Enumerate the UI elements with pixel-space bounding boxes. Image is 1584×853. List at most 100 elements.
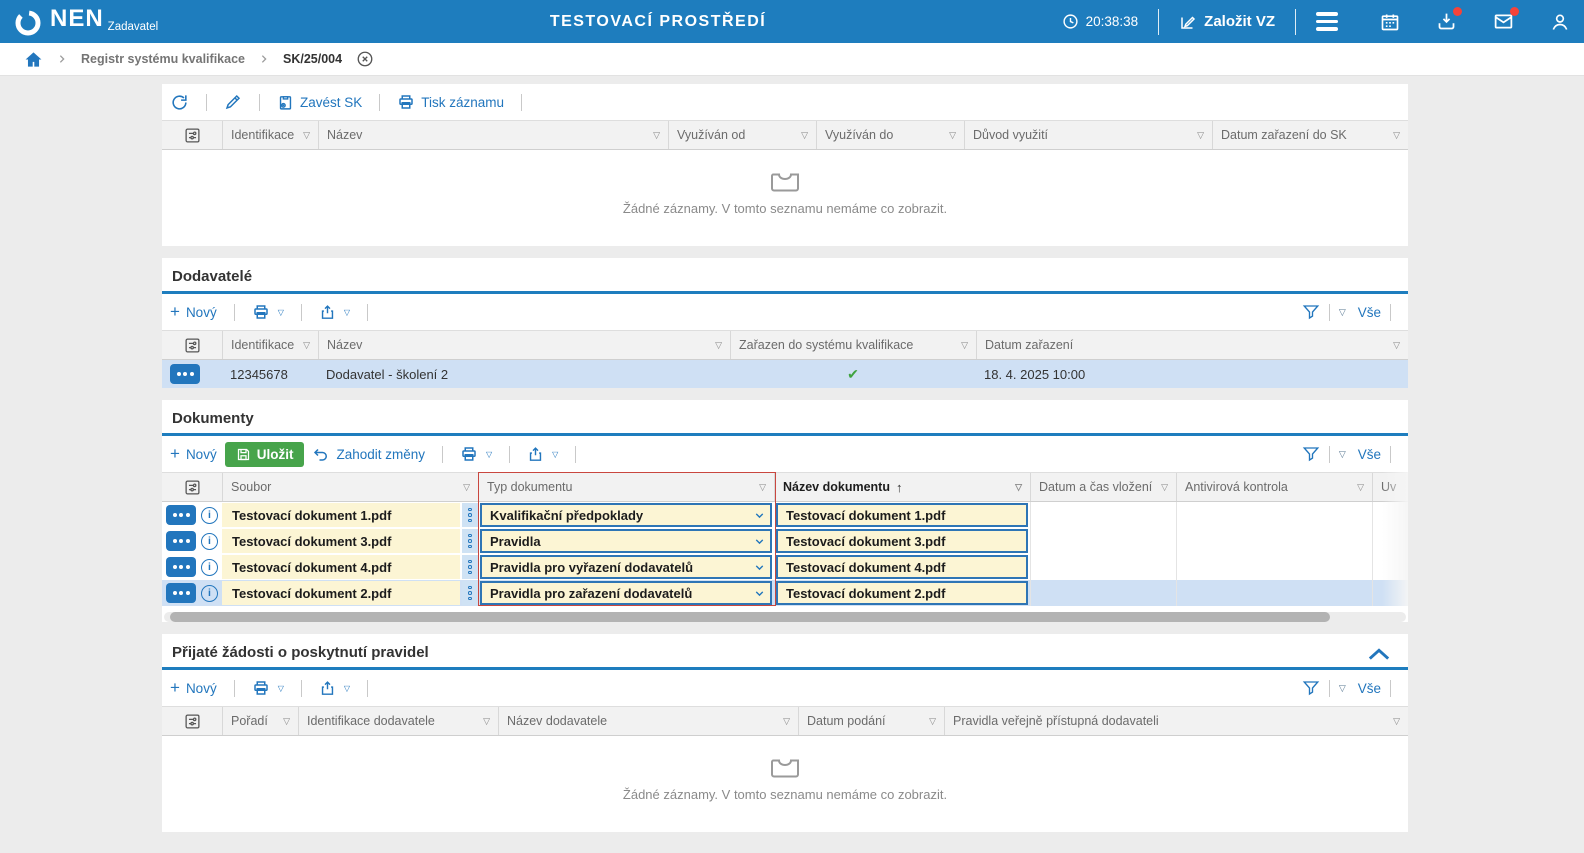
novy-button[interactable]: + Nový: [170, 302, 217, 321]
col-header-duvod-vyuziti[interactable]: Důvod využití ▽: [964, 121, 1212, 149]
print-menu-button[interactable]: ▽: [252, 303, 284, 321]
col-header-antivirova-kontrola[interactable]: Antivirová kontrola ▽: [1176, 473, 1372, 501]
dokument-row[interactable]: i Testovací dokument 1.pdf Kvalifikační …: [162, 502, 1408, 528]
export-menu-button[interactable]: ▽: [527, 446, 558, 463]
col-header-datum-zarazeni-sk[interactable]: Datum zařazení do SK ▽: [1212, 121, 1408, 149]
filter-icon[interactable]: ▽: [483, 715, 490, 726]
nen-logo[interactable]: NEN Zadavatel: [14, 6, 158, 37]
vse-filter-button[interactable]: ▽ Vše: [1338, 680, 1381, 696]
filter-icon[interactable]: ▽: [949, 129, 956, 140]
col-header-typ-dokumentu[interactable]: Typ dokumentu ▽: [478, 473, 774, 501]
filter-icon[interactable]: ▽: [783, 715, 790, 726]
row-menu-button[interactable]: [166, 557, 196, 577]
filter-icon[interactable]: ▽: [961, 339, 968, 350]
col-header-vyuzivan-do[interactable]: Využíván do ▽: [816, 121, 964, 149]
home-icon[interactable]: [24, 50, 43, 69]
col-header-uverejnen[interactable]: Uv: [1372, 473, 1408, 501]
nazev-dokumentu-input[interactable]: Testovací dokument 1.pdf: [776, 503, 1028, 527]
novy-button[interactable]: + Nový: [170, 444, 217, 463]
filter-icon[interactable]: ▽: [1015, 481, 1022, 492]
col-header-poradi[interactable]: Pořadí ▽: [222, 707, 298, 735]
horizontal-scrollbar[interactable]: [164, 612, 1406, 622]
ulozit-button[interactable]: Uložit: [224, 441, 305, 467]
dokument-row[interactable]: i Testovací dokument 3.pdf Pravidla Test…: [162, 528, 1408, 554]
menu-icon[interactable]: [1316, 12, 1338, 31]
filter-icon[interactable]: ▽: [1357, 481, 1364, 492]
filter-icon[interactable]: ▽: [715, 339, 722, 350]
typ-dokumentu-select[interactable]: Pravidla: [480, 529, 772, 553]
row-menu-button[interactable]: [170, 364, 200, 384]
info-icon[interactable]: i: [201, 584, 218, 602]
info-icon[interactable]: i: [201, 558, 218, 576]
zavest-sk-button[interactable]: Zavést SK: [277, 94, 362, 111]
filter-icon[interactable]: ▽: [303, 129, 310, 140]
col-header-nazev-dokumentu[interactable]: Název dokumentu ↑ ▽: [774, 473, 1030, 501]
col-header-nazev[interactable]: Název ▽: [318, 121, 668, 149]
zalozit-vz-button[interactable]: Založit VZ: [1179, 13, 1275, 31]
inbox-download-button[interactable]: [1436, 7, 1462, 32]
dokument-row-selected[interactable]: i Testovací dokument 2.pdf Pravidla pro …: [162, 580, 1408, 606]
refresh-icon[interactable]: [170, 93, 189, 112]
filter-icon[interactable]: ▽: [759, 481, 766, 492]
collapse-section-button[interactable]: [1360, 647, 1398, 661]
col-header-zarazen[interactable]: Zařazen do systému kvalifikace ▽: [730, 331, 976, 359]
col-header-datum-zarazeni[interactable]: Datum zařazení ▽: [976, 331, 1408, 359]
tisk-zaznamu-button[interactable]: Tisk záznamu: [397, 93, 504, 111]
info-icon[interactable]: i: [201, 506, 218, 524]
dokument-row[interactable]: i Testovací dokument 4.pdf Pravidla pro …: [162, 554, 1408, 580]
filter-icon[interactable]: ▽: [1161, 481, 1168, 492]
nazev-dokumentu-input[interactable]: Testovací dokument 4.pdf: [776, 555, 1028, 579]
nazev-dokumentu-input[interactable]: Testovací dokument 2.pdf: [776, 581, 1028, 605]
filter-icon[interactable]: ▽: [929, 715, 936, 726]
funnel-filter-icon[interactable]: [1302, 303, 1320, 321]
typ-dokumentu-select[interactable]: Kvalifikační předpoklady: [480, 503, 772, 527]
print-menu-button[interactable]: ▽: [252, 679, 284, 697]
vse-filter-button[interactable]: ▽ Vše: [1338, 446, 1381, 462]
filter-icon[interactable]: ▽: [801, 129, 808, 140]
drag-handle[interactable]: [462, 529, 478, 553]
close-tab-icon[interactable]: [356, 50, 374, 68]
dodavatele-row[interactable]: 12345678 Dodavatel - školení 2 ✔ 18. 4. …: [162, 360, 1408, 388]
col-header-pravidla[interactable]: Pravidla veřejně přístupná dodavateli ▽: [944, 707, 1408, 735]
typ-dokumentu-select[interactable]: Pravidla pro zařazení dodavatelů: [480, 581, 772, 605]
funnel-filter-icon[interactable]: [1302, 679, 1320, 697]
column-settings-button[interactable]: [162, 331, 222, 359]
filter-icon[interactable]: ▽: [303, 339, 310, 350]
export-menu-button[interactable]: ▽: [319, 304, 350, 321]
column-settings-button[interactable]: [162, 121, 222, 149]
nazev-dokumentu-input[interactable]: Testovací dokument 3.pdf: [776, 529, 1028, 553]
export-menu-button[interactable]: ▽: [319, 680, 350, 697]
drag-handle[interactable]: [462, 503, 478, 527]
messages-button[interactable]: [1493, 7, 1519, 32]
filter-icon[interactable]: ▽: [1393, 129, 1400, 140]
info-icon[interactable]: i: [201, 532, 218, 550]
breadcrumb-item-registr[interactable]: Registr systému kvalifikace: [81, 52, 245, 66]
col-header-nazev[interactable]: Název ▽: [318, 331, 730, 359]
col-header-datum-cas[interactable]: Datum a čas vložení ▽: [1030, 473, 1176, 501]
col-header-identifikace-dodavatele[interactable]: Identifikace dodavatele ▽: [298, 707, 498, 735]
print-menu-button[interactable]: ▽: [460, 445, 492, 463]
filter-icon[interactable]: ▽: [1393, 339, 1400, 350]
col-header-identifikace[interactable]: Identifikace ▽: [222, 331, 318, 359]
filter-icon[interactable]: ▽: [283, 715, 290, 726]
col-header-nazev-dodavatele[interactable]: Název dodavatele ▽: [498, 707, 798, 735]
col-header-datum-podani[interactable]: Datum podání ▽: [798, 707, 944, 735]
funnel-filter-icon[interactable]: [1302, 445, 1320, 463]
row-menu-button[interactable]: [166, 505, 196, 525]
zahodit-zmeny-button[interactable]: Zahodit změny: [312, 445, 425, 463]
drag-handle[interactable]: [462, 555, 478, 579]
novy-button[interactable]: + Nový: [170, 678, 217, 697]
edit-pencil-icon[interactable]: [224, 93, 242, 111]
column-settings-button[interactable]: [162, 473, 222, 501]
scrollbar-thumb[interactable]: [170, 612, 1330, 622]
filter-icon[interactable]: ▽: [463, 481, 470, 492]
drag-handle[interactable]: [462, 581, 478, 605]
filter-icon[interactable]: ▽: [1197, 129, 1204, 140]
col-header-identifikace[interactable]: Identifikace ▽: [222, 121, 318, 149]
filter-icon[interactable]: ▽: [1393, 715, 1400, 726]
col-header-vyuzivan-od[interactable]: Využíván od ▽: [668, 121, 816, 149]
user-profile-icon[interactable]: [1550, 12, 1570, 32]
filter-icon[interactable]: ▽: [653, 129, 660, 140]
column-settings-button[interactable]: [162, 707, 222, 735]
col-header-soubor[interactable]: Soubor ▽: [222, 473, 478, 501]
